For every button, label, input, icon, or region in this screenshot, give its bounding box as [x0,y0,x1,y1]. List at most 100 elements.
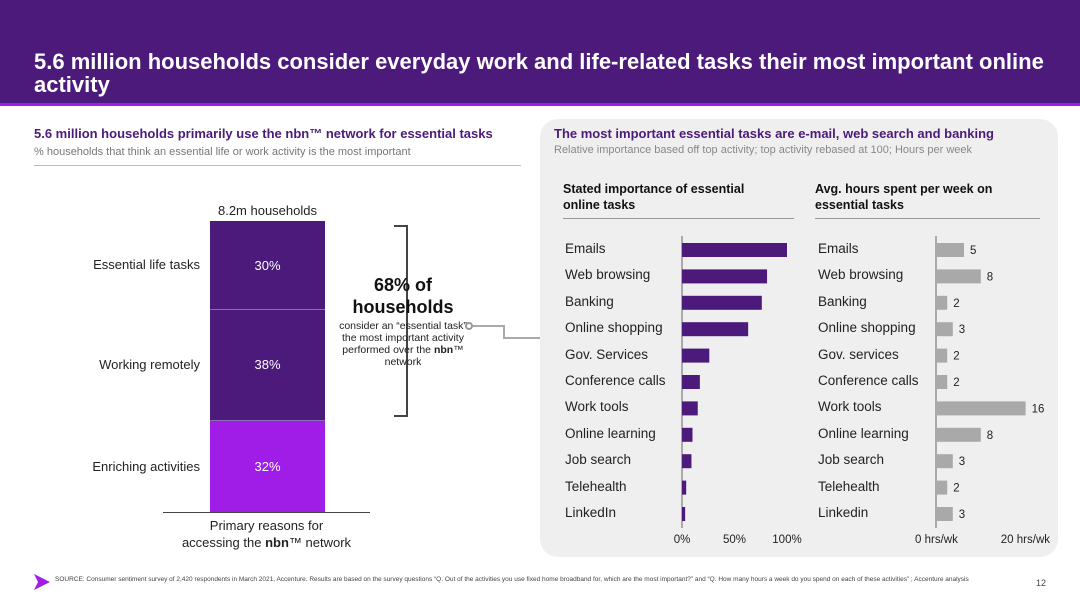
bar [682,454,692,469]
bar [936,322,953,337]
stack-segment: 32% [210,420,325,513]
axis-tick-label: 100% [772,534,801,546]
callout-bracket [394,225,408,417]
bar-category-label: Work tools [565,399,629,415]
stack-segment-divider [210,420,325,421]
bar-category-label: Work tools [818,399,882,415]
right-panel [540,119,1058,557]
bar [682,348,710,363]
hours-chart-title: Avg. hours spent per week on essential t… [815,182,993,212]
connector-dot [465,322,473,330]
bar-category-label: Job search [818,452,885,468]
importance-title-rule [563,218,794,219]
axis-tick-label: 50% [723,534,746,546]
bar-category-label: Emails [565,241,606,256]
bar-category-label: Banking [565,293,614,309]
stack-total-label: 8.2m households [217,203,317,218]
bar-category-label: Online learning [565,425,656,441]
bar-category-label: Job search [565,452,632,468]
bar [936,401,1026,416]
bar [682,427,693,442]
bar-value-label: 3 [959,456,965,468]
bar [682,480,687,495]
bar [682,401,698,416]
bar-value-label: 8 [987,271,993,283]
callout: 68% of households consider an “essential… [338,274,468,368]
bar-value-label: 2 [953,298,959,310]
bar-category-label: Banking [818,293,867,309]
bar-value-label: 16 [1032,403,1045,415]
page-title: 5.6 million households consider everyday… [34,49,1044,97]
bar-category-label: Emails [818,241,859,256]
hours-title-rule [815,218,1040,219]
caption-line-1: Primary reasons for [209,518,324,533]
bar [936,243,964,257]
axis-tick-label: 0 hrs/wk [915,534,958,546]
callout-headline-2: households [352,297,454,317]
bar [682,375,700,389]
stack-caption: Primary reasons for accessing the nbn™ n… [163,517,370,551]
axis-tick-label: 20 hrs/wk [1001,534,1050,546]
left-section-subtitle: % households that think an essential lif… [34,146,411,158]
callout-text-pre: consider an “essential task” the most im… [339,320,467,356]
stack-segment-label: 30% [254,257,281,273]
stack-segment-label: 32% [254,459,281,474]
hours-bar-chart: 5 8 2 3 2 2 16 8 3 2 3 0 hrs/wk 20 hrs/wk [915,236,1050,546]
axis-tick-label: 0% [674,534,691,546]
bar-category-label: Telehealth [818,478,880,494]
caption-line-2-pre: accessing the [181,535,266,550]
bar [936,454,953,469]
bar-category-label: Gov. Services [565,346,649,362]
bar [936,427,981,442]
stacked-bar: 30% 38% 32% [210,221,325,513]
callout-headline-1: 68% of [373,275,433,295]
page-number: 12 [1036,578,1047,588]
bar [936,480,948,495]
bar [682,322,749,337]
callout-text-post: ™ network [384,344,464,368]
header-band: 5.6 million households consider everyday… [0,0,1080,106]
bar-category-label: Gov. services [818,346,899,362]
bar [936,375,948,389]
bar [936,295,948,310]
connector-line [503,337,541,339]
source-note: SOURCE: Consumer sentiment survey of 2,4… [55,576,969,583]
bar [682,269,768,284]
left-section-title: 5.6 million households primarily use the… [34,126,493,141]
caption-line-2-post: ™ network [288,535,352,550]
right-panel-subtitle: Relative importance based off top activi… [554,144,973,156]
stack-baseline [163,512,370,513]
bar [682,507,686,521]
bar-category-label: Web browsing [565,267,651,283]
callout-headline: 68% of households [338,274,468,318]
bar-category-label: Online shopping [565,320,663,336]
bar [936,348,948,363]
connector-line [473,325,505,327]
bar-category-label: Conference calls [565,373,666,388]
bar-value-label: 2 [953,377,959,389]
left-divider [34,165,521,166]
bar [936,269,981,284]
stack-category-label: Essential life tasks [93,257,200,272]
bar-value-label: 5 [970,245,976,257]
bar-category-label: Online shopping [818,320,916,336]
connector-line [503,325,505,339]
callout-brand: nbn [433,344,454,356]
bar-value-label: 3 [959,324,965,336]
importance-chart-title: Stated importance of essential online ta… [563,182,745,212]
bar-category-label: Online learning [818,425,909,441]
bar-value-label: 8 [987,430,993,442]
right-panel-title: The most important essential tasks are e… [554,126,994,141]
bar-category-label: Conference calls [818,373,919,388]
importance-bar-chart: 0% 50% 100% [674,236,802,546]
bar-value-label: 3 [959,509,965,521]
stack-segment-divider [210,309,325,310]
caption-brand: nbn [265,535,289,550]
stack-category-label: Enriching activities [92,458,200,474]
stack-category-label: Working remotely [99,356,200,372]
bar [682,295,762,310]
stack-segment: 30% [210,221,325,309]
bar [682,243,787,257]
callout-text: consider an “essential task” the most im… [338,320,468,368]
accenture-logo-icon [34,574,50,590]
